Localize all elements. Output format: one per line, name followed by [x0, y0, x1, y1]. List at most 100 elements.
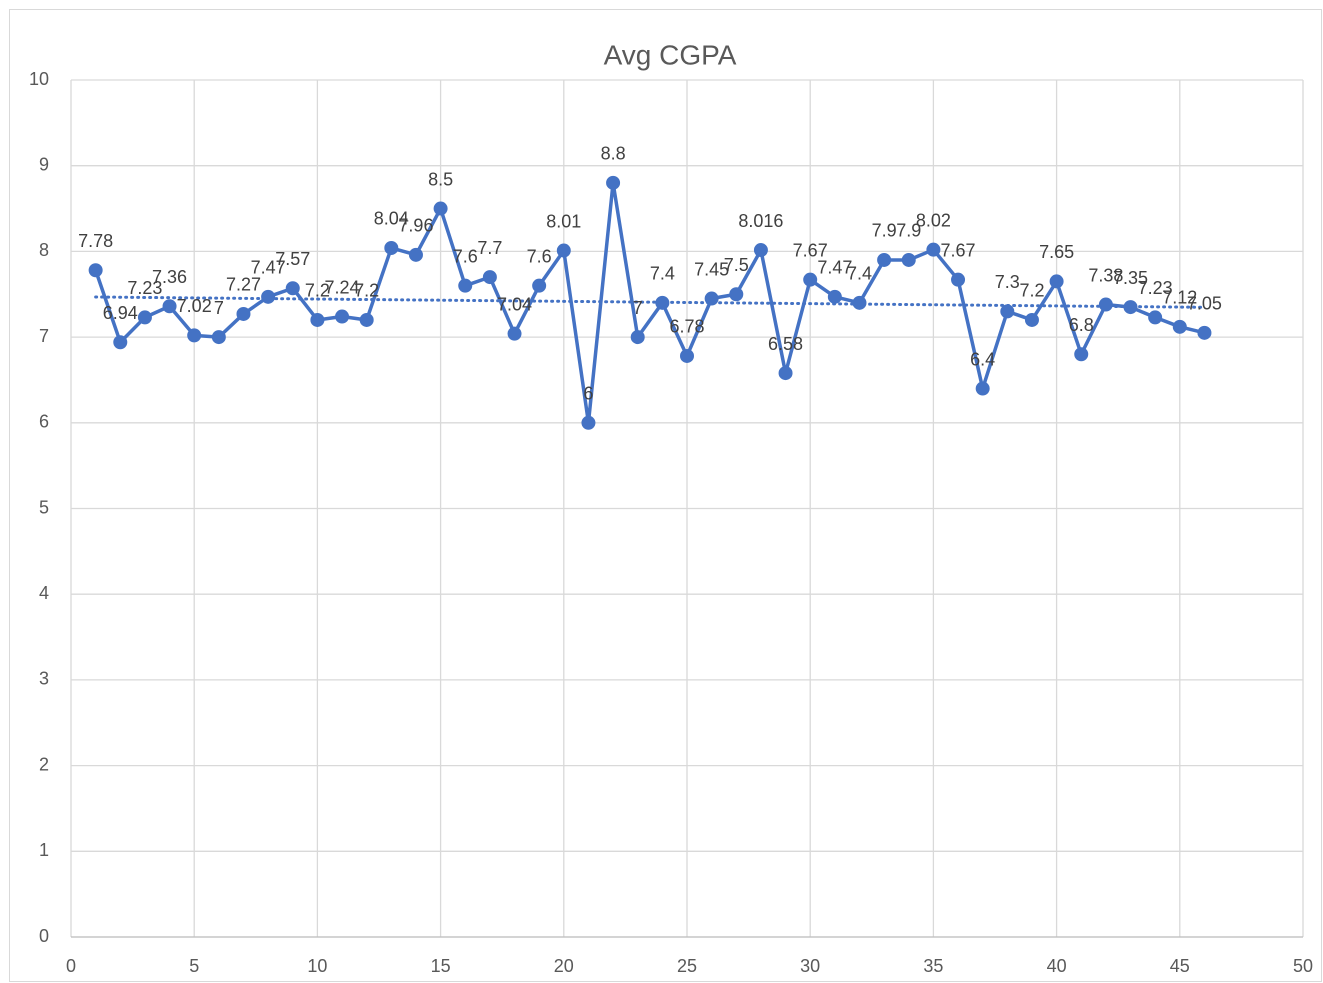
- marker: [359, 312, 374, 327]
- marker: [137, 310, 152, 325]
- y-tick-label: 4: [39, 583, 49, 603]
- marker: [261, 289, 276, 304]
- chart-title: Avg CGPA: [604, 39, 737, 70]
- data-label: 7.67: [793, 240, 828, 260]
- marker: [1049, 274, 1064, 289]
- marker: [113, 335, 128, 350]
- marker: [655, 295, 670, 310]
- marker: [532, 278, 547, 293]
- marker: [1098, 297, 1113, 312]
- marker: [335, 309, 350, 324]
- data-label: 7.45: [694, 259, 729, 279]
- x-tick-label: 30: [800, 956, 820, 976]
- x-tick-label: 15: [431, 956, 451, 976]
- marker: [926, 242, 941, 257]
- data-label: 6.8: [1069, 315, 1094, 335]
- data-label: 7.23: [127, 278, 162, 298]
- marker: [211, 330, 226, 345]
- marker: [556, 243, 571, 258]
- data-label: 7.9: [872, 221, 897, 241]
- x-tick-label: 50: [1293, 956, 1313, 976]
- data-label: 8.01: [546, 211, 581, 231]
- marker: [852, 295, 867, 310]
- data-label: 7.9: [896, 221, 921, 241]
- data-label: 8.04: [374, 209, 409, 229]
- x-tick-label: 45: [1170, 956, 1190, 976]
- y-tick-label: 6: [39, 412, 49, 432]
- y-tick-label: 2: [39, 754, 49, 774]
- marker: [606, 175, 621, 190]
- marker: [1197, 325, 1212, 340]
- marker: [680, 348, 694, 363]
- x-tick-label: 20: [554, 956, 574, 976]
- data-label: 7.4: [650, 264, 675, 284]
- data-label: 7.4: [847, 264, 872, 284]
- data-label: 7.6: [527, 246, 552, 266]
- x-tick-label: 5: [189, 956, 199, 976]
- data-label: 7.65: [1039, 242, 1074, 262]
- marker: [162, 299, 177, 314]
- data-label: 8.8: [601, 144, 626, 164]
- marker: [581, 415, 596, 430]
- y-tick-label: 5: [39, 497, 49, 517]
- data-label: 7.04: [497, 294, 532, 314]
- marker: [187, 328, 202, 343]
- chart-border: [9, 9, 1322, 982]
- data-label: 7.2: [305, 281, 330, 301]
- y-tick-label: 0: [39, 926, 49, 946]
- y-tick-label: 7: [39, 326, 49, 346]
- marker: [877, 252, 892, 267]
- marker: [285, 281, 300, 296]
- marker: [1123, 300, 1138, 315]
- marker: [778, 366, 793, 381]
- data-label: 7: [633, 298, 643, 318]
- marker: [1172, 319, 1187, 334]
- x-tick-label: 0: [66, 956, 76, 976]
- y-tick-label: 10: [29, 69, 49, 89]
- data-label: 7.05: [1187, 294, 1222, 314]
- marker: [507, 326, 522, 341]
- data-label: 7.78: [78, 231, 113, 251]
- data-label: 7.2: [354, 281, 379, 301]
- data-label: 7.3: [995, 272, 1020, 292]
- x-tick-label: 25: [677, 956, 697, 976]
- marker: [975, 381, 990, 396]
- data-label: 7: [214, 298, 224, 318]
- data-label: 8.016: [738, 211, 783, 231]
- marker: [753, 243, 768, 258]
- data-label: 8.5: [428, 169, 453, 189]
- marker: [384, 240, 399, 255]
- y-tick-label: 9: [39, 154, 49, 174]
- y-tick-label: 3: [39, 669, 49, 689]
- data-label: 7.6: [453, 246, 478, 266]
- x-tick-label: 35: [923, 956, 943, 976]
- marker: [1000, 304, 1015, 319]
- marker: [236, 306, 251, 321]
- marker: [310, 312, 325, 327]
- data-label: 7.57: [275, 249, 310, 269]
- marker: [458, 278, 473, 293]
- data-label: 7.96: [398, 216, 433, 236]
- data-label: 7.24: [325, 277, 360, 297]
- data-label: 7.27: [226, 275, 261, 295]
- trendline: [94, 295, 1206, 309]
- marker: [1148, 310, 1163, 325]
- marker: [1024, 312, 1039, 327]
- marker: [951, 272, 966, 287]
- data-label: 6.94: [103, 303, 138, 323]
- y-tick-label: 8: [39, 240, 49, 260]
- data-label: 6.4: [970, 349, 995, 369]
- marker: [408, 247, 423, 262]
- marker: [729, 287, 744, 302]
- data-label: 8.02: [916, 210, 951, 230]
- marker: [433, 201, 448, 216]
- marker: [803, 272, 818, 287]
- marker: [630, 330, 645, 345]
- marker: [704, 291, 719, 306]
- x-tick-label: 40: [1047, 956, 1067, 976]
- marker: [88, 263, 103, 278]
- marker: [901, 252, 916, 267]
- data-label: 7.47: [817, 258, 852, 278]
- data-label: 7.36: [152, 267, 187, 287]
- data-label: 7.5: [724, 255, 749, 275]
